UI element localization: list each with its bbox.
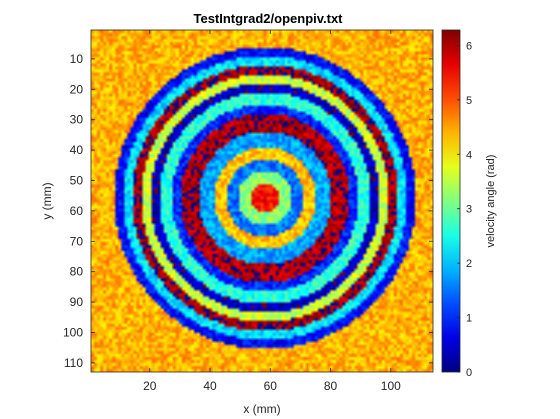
colorbar: 0 1 2 3 4 5 6 velocity angle (rad)	[441, 29, 497, 379]
x-axis: 20 40 60 80 100	[143, 30, 401, 393]
colorbar-tick-label: 0	[466, 367, 472, 379]
x-tick-label: 80	[324, 379, 338, 393]
y-axis-label: y (mm)	[40, 182, 54, 219]
x-tick-label: 60	[264, 379, 278, 393]
y-tick-label: 40	[70, 143, 84, 157]
colorbar-tick-label: 5	[466, 95, 472, 107]
colorbar-gradient	[441, 29, 461, 373]
y-axis: 10 20 30 40 50 60 70 80 90 100 110	[63, 52, 433, 370]
colorbar-tick-label: 3	[466, 204, 472, 216]
x-tick-label: 100	[381, 379, 401, 393]
y-tick-label: 100	[63, 325, 83, 339]
y-tick-label: 30	[70, 113, 84, 127]
y-tick-label: 20	[70, 82, 84, 96]
x-tick-label: 40	[203, 379, 217, 393]
y-tick-label: 110	[64, 356, 83, 370]
y-tick-label: 50	[70, 173, 84, 187]
colorbar-tick-label: 2	[466, 258, 472, 270]
plot-area	[90, 29, 434, 373]
y-tick-label: 70	[70, 234, 84, 248]
colorbar-tick-label: 1	[466, 313, 472, 325]
x-tick-label: 20	[143, 379, 157, 393]
heatmap-image	[91, 30, 433, 372]
y-tick-label: 10	[70, 52, 84, 66]
colorbar-label: velocity angle (rad)	[485, 155, 497, 248]
x-axis-label: x (mm)	[243, 402, 280, 416]
chart-title: TestIntgrad2/openpiv.txt	[193, 11, 343, 26]
y-tick-label: 90	[70, 295, 84, 309]
colorbar-tick-label: 4	[466, 149, 472, 161]
colorbar-ticks: 0 1 2 3 4 5 6	[457, 40, 472, 379]
plot-frame	[90, 29, 434, 373]
y-tick-label: 60	[70, 204, 84, 218]
y-tick-label: 80	[70, 265, 84, 279]
colorbar-tick-label: 6	[466, 40, 472, 52]
